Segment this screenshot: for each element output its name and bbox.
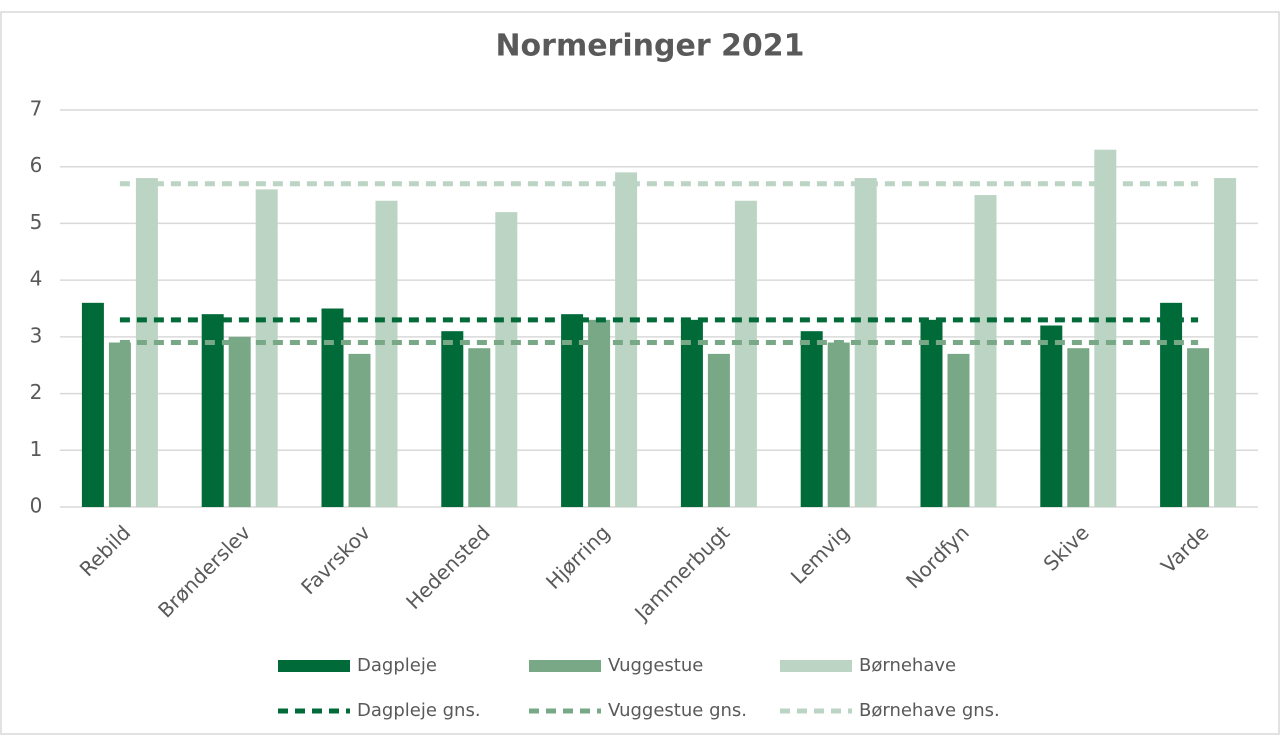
bar xyxy=(734,200,757,507)
bar xyxy=(81,302,104,507)
legend-swatch xyxy=(780,660,852,672)
y-tick-label: 0 xyxy=(30,494,43,518)
legend-label: Vuggestue gns. xyxy=(608,700,747,721)
y-tick-label: 5 xyxy=(30,210,43,234)
bar xyxy=(561,314,584,507)
legend-label: Børnehave xyxy=(859,655,956,676)
bar xyxy=(920,319,943,507)
bar xyxy=(321,308,344,507)
bar xyxy=(441,331,464,507)
bar xyxy=(800,331,823,507)
bar xyxy=(255,189,278,507)
legend-label: Vuggestue xyxy=(608,655,703,676)
y-tick-label: 1 xyxy=(30,437,43,461)
bar xyxy=(108,342,131,507)
bar xyxy=(495,212,518,508)
bar xyxy=(1067,348,1090,507)
bar xyxy=(228,336,251,507)
legend-swatch xyxy=(278,660,350,672)
y-tick-label: 4 xyxy=(30,267,43,291)
bar xyxy=(1040,325,1063,507)
legend-label: Børnehave gns. xyxy=(859,700,1000,721)
y-tick-label: 3 xyxy=(30,323,43,347)
y-tick-label: 2 xyxy=(30,380,43,404)
bar xyxy=(615,172,638,507)
legend-label: Dagpleje gns. xyxy=(357,700,481,721)
bar xyxy=(707,353,730,507)
bar xyxy=(201,314,224,507)
bar xyxy=(947,353,970,507)
bar xyxy=(680,319,703,507)
bar xyxy=(375,200,398,507)
bar xyxy=(1094,149,1117,507)
y-tick-label: 6 xyxy=(30,153,43,177)
legend-label: Dagpleje xyxy=(357,655,437,676)
legend-swatch xyxy=(529,660,601,672)
bar xyxy=(468,348,491,507)
chart-title: Normeringer 2021 xyxy=(495,29,804,64)
bar xyxy=(974,195,997,508)
bar xyxy=(1160,302,1183,507)
bar xyxy=(348,353,371,507)
bar xyxy=(1187,348,1210,507)
bar xyxy=(1214,178,1237,508)
bar xyxy=(588,319,611,507)
y-tick-label: 7 xyxy=(30,97,43,121)
bar xyxy=(854,178,877,508)
bar xyxy=(827,342,850,507)
